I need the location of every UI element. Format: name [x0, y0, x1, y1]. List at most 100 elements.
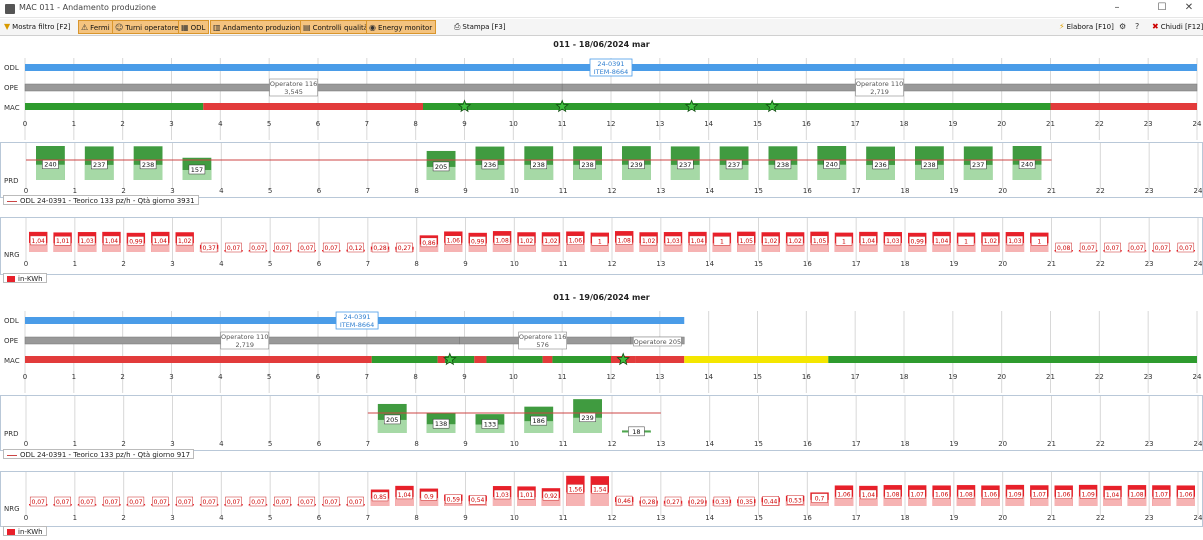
nrg-value-box [1079, 489, 1097, 499]
nrg-bar-gradient [932, 242, 951, 252]
hour-tick-label: 4 [218, 120, 223, 128]
nrg-value-box [469, 494, 486, 505]
nrg-bar-gradient [932, 496, 951, 506]
nrg-value-box [640, 496, 657, 507]
hour-tick-label: 20 [997, 120, 1006, 128]
mac-star-marker [684, 99, 699, 113]
window-title: MAC 011 - Andamento produzione [19, 3, 157, 12]
nrg-value-box [1128, 242, 1146, 253]
hour-tick-label: 10 [510, 260, 519, 268]
hour-tick-label: 21 [1047, 440, 1056, 448]
hour-tick-label: 6 [317, 260, 322, 268]
hour-tick-label: 17 [852, 514, 861, 522]
settings-button[interactable]: ⚙ [1117, 20, 1131, 34]
nrg-value-label: 0,28 [642, 499, 656, 506]
minimize-button[interactable]: – [1114, 2, 1120, 13]
nrg-value-label: 1 [598, 238, 602, 245]
nrg-value-box [835, 236, 853, 246]
nrg-bar-gradient [761, 243, 780, 252]
nrg-bar-gradient [883, 496, 902, 506]
nrg-value-box [689, 235, 706, 246]
nrg-value-box [396, 242, 413, 253]
hour-tick-label: 10 [509, 120, 518, 128]
controlli-qualita-button[interactable]: ▤ Controlli qualità [300, 20, 373, 34]
hour-tick-label: 2 [121, 260, 125, 268]
nrg-value-box [249, 496, 267, 507]
nrg-value-label: 1,01 [520, 492, 534, 499]
nrg-value-box [786, 495, 804, 505]
hour-tick-label: 17 [852, 260, 861, 268]
nrg-value-box [420, 491, 438, 501]
close-window-button[interactable]: ✕ [1184, 2, 1194, 13]
prd-legend: ODL 24-0391 - Teorico 133 pz/h - Qtà gio… [3, 195, 199, 205]
nrg-value-box [322, 242, 340, 253]
hour-tick-label: 9 [463, 260, 467, 268]
hour-tick-label: 3 [170, 514, 174, 522]
nrg-value-label: 0,35 [740, 499, 754, 506]
nrg-value-label: 0,29 [691, 499, 705, 506]
nrg-value-label: 1,01 [56, 238, 70, 245]
hour-tick-label: 9 [462, 373, 466, 381]
nrg-value-label: 0,07 [276, 245, 290, 252]
mostra-filtro-button[interactable]: ▼ Mostra filtro [F2] [2, 20, 74, 34]
hour-tick-label: 5 [267, 373, 271, 381]
nrg-value-label: 0,07 [80, 499, 94, 506]
nrg-value-box [103, 235, 120, 246]
ope-operator-label: Operatore 116 [270, 80, 317, 88]
nrg-value-box [1177, 242, 1195, 253]
elabora-button[interactable]: ⚡ Elabora [F10] [1057, 20, 1117, 34]
hour-tick-label: 2 [121, 440, 125, 448]
nrg-value-box [371, 242, 389, 253]
hour-tick-label: 19 [948, 120, 957, 128]
nrg-value-box [1153, 242, 1170, 253]
ope-row-label: OPE [4, 337, 18, 345]
nrg-bar-gradient [688, 242, 707, 252]
andamento-produzione-button[interactable]: ▥ Andamento produzione [210, 20, 309, 34]
hour-tick-label: 2 [120, 120, 124, 128]
hour-tick-label: 23 [1144, 373, 1153, 381]
nrg-value-box [518, 489, 535, 500]
nrg-value-label: 1 [842, 238, 846, 245]
hour-tick-label: 19 [949, 440, 958, 448]
hour-tick-label: 19 [949, 187, 958, 195]
help-button[interactable]: ? [1133, 20, 1144, 34]
hour-tick-label: 20 [998, 187, 1007, 195]
hour-tick-label: 1 [73, 440, 77, 448]
hour-tick-label: 14 [705, 514, 714, 522]
nrg-value-box [54, 496, 71, 507]
nrg-value-label: 0,07 [178, 499, 192, 506]
hour-tick-label: 19 [949, 260, 958, 268]
hour-tick-label: 14 [705, 187, 714, 195]
ope-value-label: 2,719 [235, 341, 254, 349]
maximize-button[interactable]: ☐ [1157, 2, 1167, 13]
nrg-bar-gradient [859, 496, 878, 506]
odl-button[interactable]: ▦ ODL [178, 20, 210, 34]
nrg-value-box [908, 489, 926, 499]
prd-value-label: 133 [484, 421, 496, 429]
app-icon [5, 4, 15, 14]
mac-star-marker [555, 99, 569, 113]
energy-monitor-button[interactable]: ◉ Energy monitor [366, 20, 437, 34]
nrg-bar-gradient [1005, 496, 1025, 506]
chiudi-button[interactable]: ✖ Chiudi [F12] [1150, 20, 1203, 34]
hour-tick-label: 18 [900, 120, 909, 128]
nrg-bar-gradient [712, 243, 732, 252]
nrg-value-label: 0,99 [471, 238, 485, 245]
nrg-value-label: 0,54 [471, 497, 485, 504]
hour-tick-label: 13 [656, 514, 665, 522]
stampa-button[interactable]: ⎙ Stampa [F3] [452, 20, 509, 34]
prd-value-label: 238 [533, 161, 545, 169]
nrg-bar-gradient [810, 499, 829, 506]
lightning-icon: ⚡ [1059, 22, 1065, 31]
nrg-value-box [835, 489, 853, 499]
fermi-button[interactable]: ⚠ Fermi [78, 20, 114, 34]
nrg-value-box [1177, 489, 1195, 499]
nrg-value-box [200, 496, 218, 507]
nrg-value-box [298, 496, 316, 507]
hour-tick-label: 3 [170, 260, 174, 268]
hour-tick-label: 14 [705, 260, 714, 268]
nrg-value-box [738, 496, 755, 507]
turni-operatore-button[interactable]: ☺ Turni operatore [112, 20, 183, 34]
nrg-value-label: 1,02 [642, 238, 656, 245]
nrg-value-box [1153, 489, 1170, 499]
